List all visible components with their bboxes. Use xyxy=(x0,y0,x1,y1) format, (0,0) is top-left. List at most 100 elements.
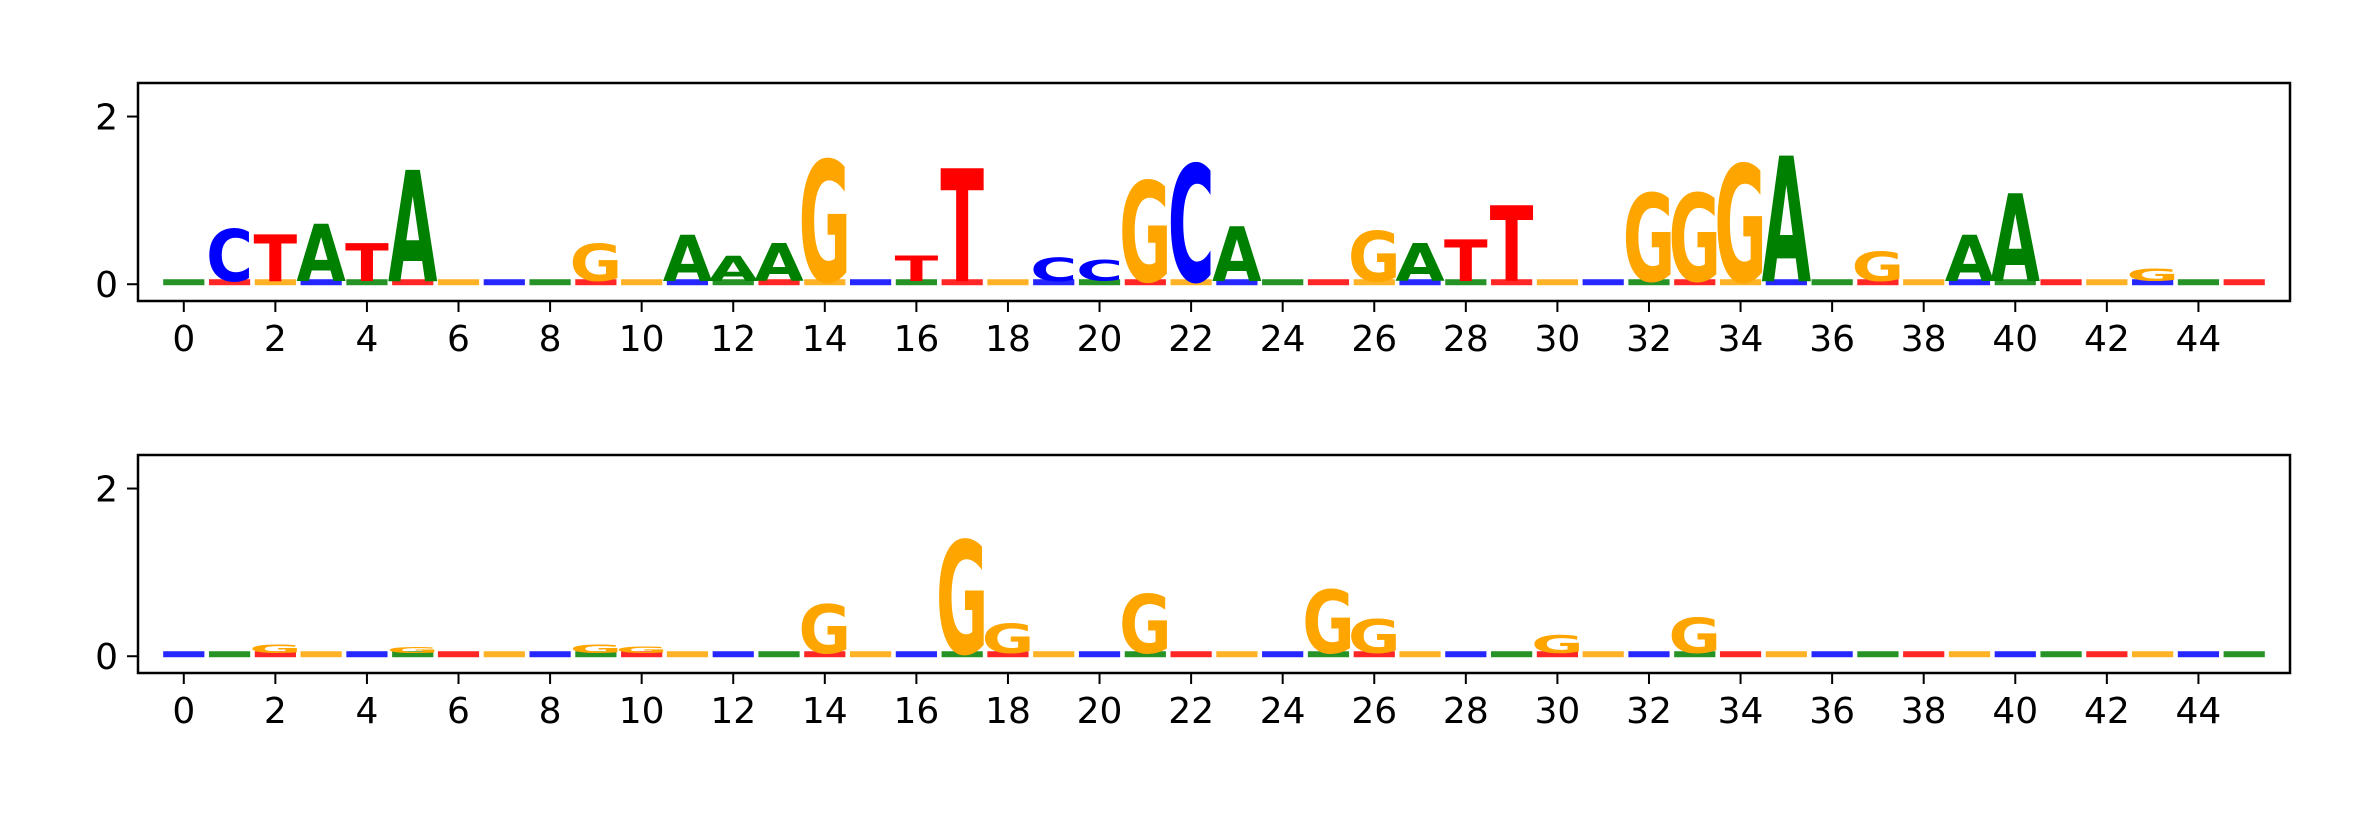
logo-letter-g: G xyxy=(1669,169,1722,310)
baseline-mark xyxy=(712,279,754,286)
baseline-mark xyxy=(1765,651,1807,658)
x-tick-label: 20 xyxy=(1077,319,1123,360)
logo-letter-t: T xyxy=(254,222,298,297)
baseline-mark xyxy=(804,651,846,658)
x-tick-label: 16 xyxy=(893,691,939,732)
logo-letter-g: G xyxy=(799,592,852,670)
baseline-mark xyxy=(2086,651,2128,658)
logo-letter-c: C xyxy=(206,215,253,298)
x-tick-label: 26 xyxy=(1351,691,1397,732)
logo-letter-t: T xyxy=(345,233,389,293)
x-tick-label: 44 xyxy=(2176,319,2222,360)
baseline-mark xyxy=(1262,279,1304,286)
baseline-mark xyxy=(895,651,937,658)
logo-letter-t: T xyxy=(1444,229,1488,295)
x-tick-label: 24 xyxy=(1260,691,1306,732)
x-tick-label: 36 xyxy=(1809,319,1855,360)
baseline-mark xyxy=(987,279,1029,286)
baseline-mark xyxy=(392,651,434,658)
logo-letter-g: G xyxy=(1119,154,1172,314)
baseline-mark xyxy=(849,279,892,286)
logo-letter-a: A xyxy=(1395,233,1445,293)
baseline-mark xyxy=(1353,279,1395,286)
logo-letter-g: G xyxy=(1669,609,1722,665)
baseline-mark xyxy=(1216,651,1258,658)
x-tick-label: 32 xyxy=(1626,319,1672,360)
baseline-mark xyxy=(1262,651,1304,658)
x-tick-label: 42 xyxy=(2084,691,2130,732)
baseline-mark xyxy=(437,279,480,286)
baseline-mark xyxy=(346,651,388,658)
baseline-mark xyxy=(1948,279,1991,286)
baseline-mark xyxy=(392,279,434,286)
x-tick-label: 0 xyxy=(172,319,195,360)
x-tick-label: 14 xyxy=(802,319,848,360)
y-tick-label: 2 xyxy=(95,470,118,511)
baseline-mark xyxy=(163,279,205,286)
baseline-mark xyxy=(208,279,251,286)
baseline-mark xyxy=(1216,279,1258,286)
baseline-mark xyxy=(1033,279,1075,286)
baseline-mark xyxy=(529,651,571,658)
baseline-mark xyxy=(1353,651,1395,658)
logo-letter-g: G xyxy=(1531,630,1584,659)
baseline-mark xyxy=(1994,279,2036,286)
baseline-mark xyxy=(1124,279,1166,286)
baseline-mark xyxy=(849,651,892,658)
baseline-mark xyxy=(1170,651,1212,658)
x-tick-label: 34 xyxy=(1718,691,1764,732)
baseline-mark xyxy=(1445,651,1487,658)
x-tick-label: 32 xyxy=(1626,691,1672,732)
logo-letter-a: A xyxy=(663,223,713,297)
logo-letter-g: G xyxy=(1714,131,1767,319)
x-tick-label: 6 xyxy=(447,319,470,360)
logo-letter-g: G xyxy=(570,234,623,294)
baseline-mark xyxy=(575,651,617,658)
x-tick-label: 12 xyxy=(710,319,756,360)
baseline-mark xyxy=(300,651,342,658)
x-tick-label: 28 xyxy=(1443,691,1489,732)
baseline-mark xyxy=(1170,279,1212,286)
x-tick-label: 18 xyxy=(985,319,1031,360)
x-tick-label: 36 xyxy=(1809,691,1855,732)
x-tick-label: 30 xyxy=(1534,319,1580,360)
baseline-mark xyxy=(300,279,342,286)
x-tick-label: 30 xyxy=(1534,691,1580,732)
baseline-mark xyxy=(1628,279,1670,286)
logo-letter-g: G xyxy=(1348,611,1400,665)
logo-letter-c: C xyxy=(1030,251,1077,288)
logo-letter-a: A xyxy=(1762,121,1812,323)
baseline-mark xyxy=(1582,651,1624,658)
baseline-mark xyxy=(575,279,617,286)
y-tick-label: 2 xyxy=(95,98,118,139)
baseline-mark xyxy=(2177,279,2220,286)
baseline-mark xyxy=(1445,279,1487,286)
x-tick-label: 4 xyxy=(355,691,378,732)
baseline-mark xyxy=(1765,279,1807,286)
baseline-mark xyxy=(1719,279,1762,286)
y-tick-label: 0 xyxy=(95,265,118,306)
baseline-mark xyxy=(2223,651,2265,658)
baseline-mark xyxy=(804,279,846,286)
baseline-mark xyxy=(483,279,525,286)
x-tick-label: 22 xyxy=(1168,691,1214,732)
x-tick-label: 40 xyxy=(1992,319,2038,360)
baseline-mark xyxy=(1536,279,1579,286)
logo-letter-a: A xyxy=(1212,212,1262,299)
x-tick-label: 10 xyxy=(619,691,665,732)
x-tick-label: 40 xyxy=(1992,691,2038,732)
baseline-mark xyxy=(1582,279,1624,286)
logo-letter-g: G xyxy=(386,646,439,655)
logo-letter-g: G xyxy=(982,616,1034,663)
logo-letter-g: G xyxy=(2126,266,2178,286)
x-tick-label: 28 xyxy=(1443,319,1489,360)
baseline-mark xyxy=(254,279,296,286)
logo-letter-a: A xyxy=(1991,169,2041,310)
baseline-mark xyxy=(758,279,800,286)
baseline-mark xyxy=(2132,279,2174,286)
x-tick-label: 0 xyxy=(172,691,195,732)
baseline-mark xyxy=(712,651,754,658)
axes-frame xyxy=(136,453,2292,675)
logo-letter-g: G xyxy=(249,642,302,655)
x-tick-label: 14 xyxy=(802,691,848,732)
